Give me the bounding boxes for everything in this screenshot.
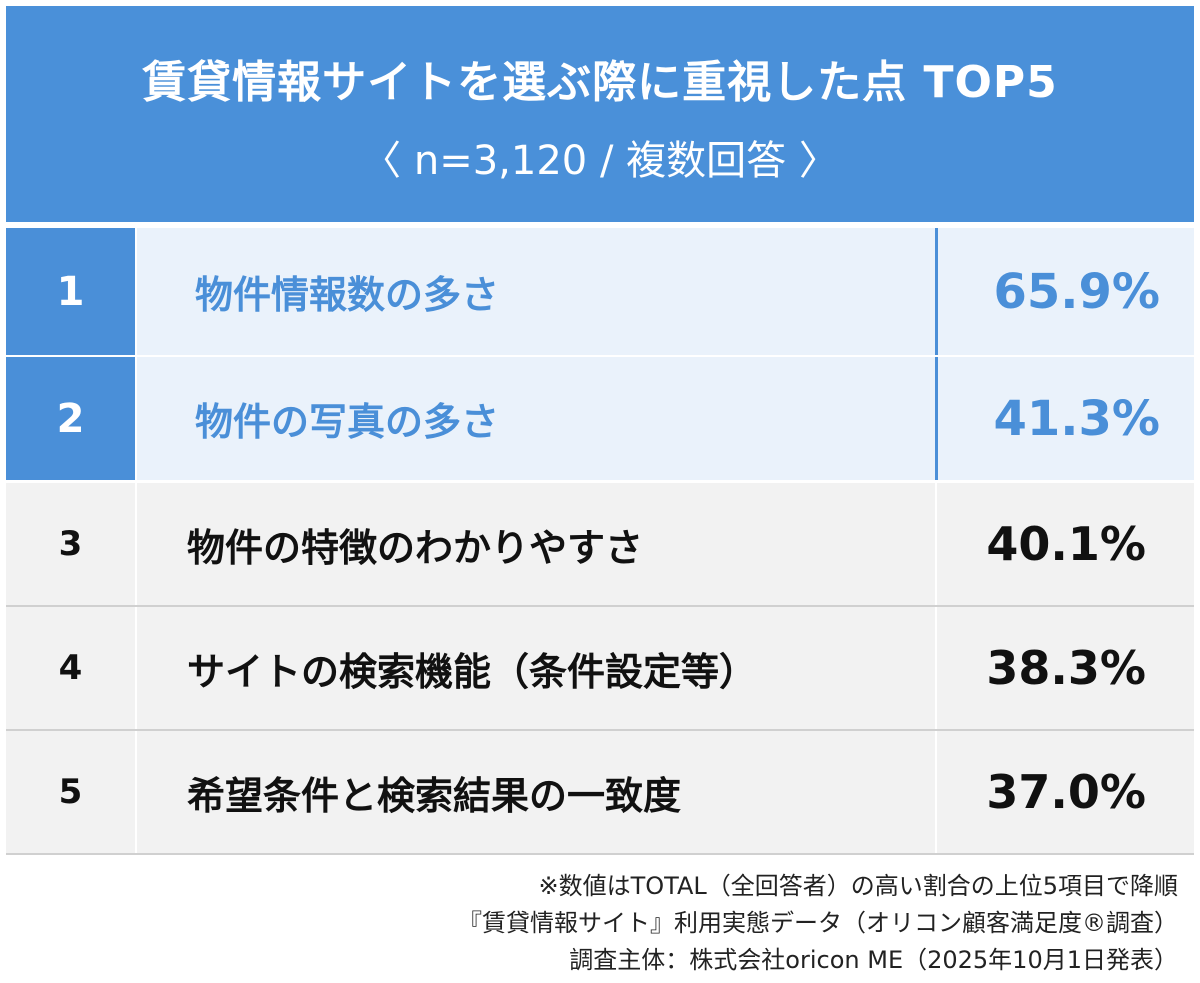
cell-label: 物件情報数の多さ: [137, 228, 935, 355]
footnote: 調査主体：株式会社oricon ME（2025年10月1日発表）: [569, 946, 1178, 974]
table-row: 3 物件の特徴のわかりやすさ 40.1%: [6, 483, 1194, 605]
chart-subtitle: 〈 n=3,120 / 複数回答 〉: [361, 138, 839, 184]
cell-rank: 5: [6, 731, 135, 853]
footnote: ※数値はTOTAL（全回答者）の高い割合の上位5項目で降順: [538, 872, 1178, 900]
chart-header: 賃貸情報サイトを選ぶ際に重視した点 TOP5 〈 n=3,120 / 複数回答 …: [6, 6, 1194, 222]
cell-value: 37.0%: [937, 731, 1194, 853]
cell-label: 物件の写真の多さ: [137, 357, 935, 480]
cell-rank: 2: [6, 357, 135, 480]
row-divider: [6, 853, 1194, 855]
cell-value: 40.1%: [937, 483, 1194, 605]
row-divider: [6, 605, 1194, 607]
chart-title: 賃貸情報サイトを選ぶ際に重視した点 TOP5: [142, 57, 1058, 108]
cell-value: 38.3%: [937, 607, 1194, 729]
cell-value: 41.3%: [935, 357, 1194, 480]
footnotes: ※数値はTOTAL（全回答者）の高い割合の上位5項目で降順 『賃貸情報サイト』利…: [458, 868, 1178, 979]
cell-rank: 4: [6, 607, 135, 729]
cell-rank: 3: [6, 483, 135, 605]
cell-label: 希望条件と検索結果の一致度: [137, 731, 935, 853]
cell-label: サイトの検索機能（条件設定等）: [137, 607, 935, 729]
cell-value: 65.9%: [935, 228, 1194, 355]
row-divider: [6, 729, 1194, 731]
cell-rank: 1: [6, 228, 135, 355]
table-row: 1 物件情報数の多さ 65.9%: [6, 228, 1194, 355]
footnote: 『賃貸情報サイト』利用実態データ（オリコン顧客満足度®調査）: [458, 909, 1178, 937]
table-row: 5 希望条件と検索結果の一致度 37.0%: [6, 731, 1194, 853]
table-row: 4 サイトの検索機能（条件設定等） 38.3%: [6, 607, 1194, 729]
table-row: 2 物件の写真の多さ 41.3%: [6, 357, 1194, 480]
cell-label: 物件の特徴のわかりやすさ: [137, 483, 935, 605]
